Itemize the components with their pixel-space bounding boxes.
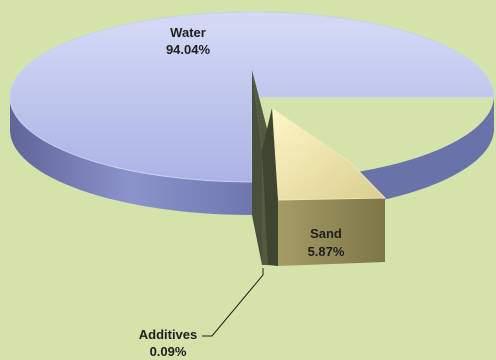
additives-label: Additives (139, 327, 198, 342)
slice-water-cut-face (252, 70, 262, 265)
sand-value-label: 5.87% (308, 244, 345, 259)
slice-sand (271, 106, 387, 201)
sand-label: Sand (310, 226, 342, 241)
slice-sand-side (278, 198, 385, 266)
additives-leader-line (202, 268, 264, 337)
slice-sand-inner (262, 108, 278, 266)
slice-water-side (10, 97, 252, 215)
water-label: Water (170, 25, 206, 40)
slice-water (9, 11, 495, 183)
water-value-label: 94.04% (166, 42, 211, 57)
additives-value-label: 0.09% (150, 344, 187, 359)
